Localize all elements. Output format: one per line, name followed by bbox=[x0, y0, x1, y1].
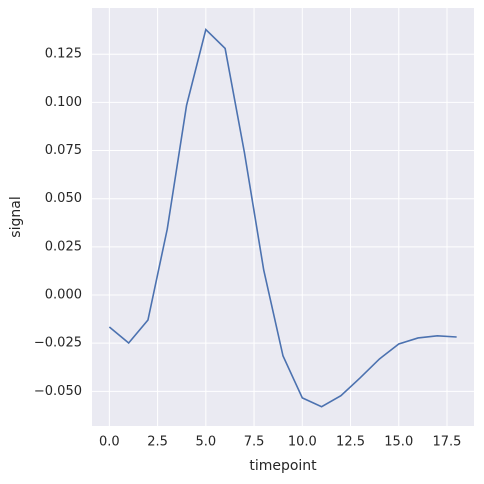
y-tick-label: 0.075 bbox=[45, 143, 82, 158]
y-axis-label: signal bbox=[8, 196, 24, 237]
x-tick-label: 7.5 bbox=[244, 435, 265, 450]
plot-area bbox=[92, 8, 474, 426]
y-tick-label: 0.000 bbox=[45, 288, 82, 303]
x-tick-label: 17.5 bbox=[433, 435, 462, 450]
line-series bbox=[108, 28, 457, 408]
x-tick-label: 2.5 bbox=[147, 435, 168, 450]
y-tick-label: 0.100 bbox=[45, 95, 82, 110]
x-tick-label: 15.0 bbox=[384, 435, 413, 450]
y-tick-label: 0.125 bbox=[45, 47, 82, 62]
x-axis-label: timepoint bbox=[249, 458, 317, 474]
x-tick-label: 12.5 bbox=[336, 435, 365, 450]
x-tick-label: 0.0 bbox=[99, 435, 120, 450]
y-tick-label: −0.050 bbox=[34, 384, 82, 399]
y-tick-label: 0.025 bbox=[45, 239, 82, 254]
x-tick-label: 10.0 bbox=[288, 435, 317, 450]
x-tick-label: 5.0 bbox=[195, 435, 216, 450]
y-tick-label: 0.050 bbox=[45, 191, 82, 206]
y-tick-label: −0.025 bbox=[34, 336, 82, 351]
